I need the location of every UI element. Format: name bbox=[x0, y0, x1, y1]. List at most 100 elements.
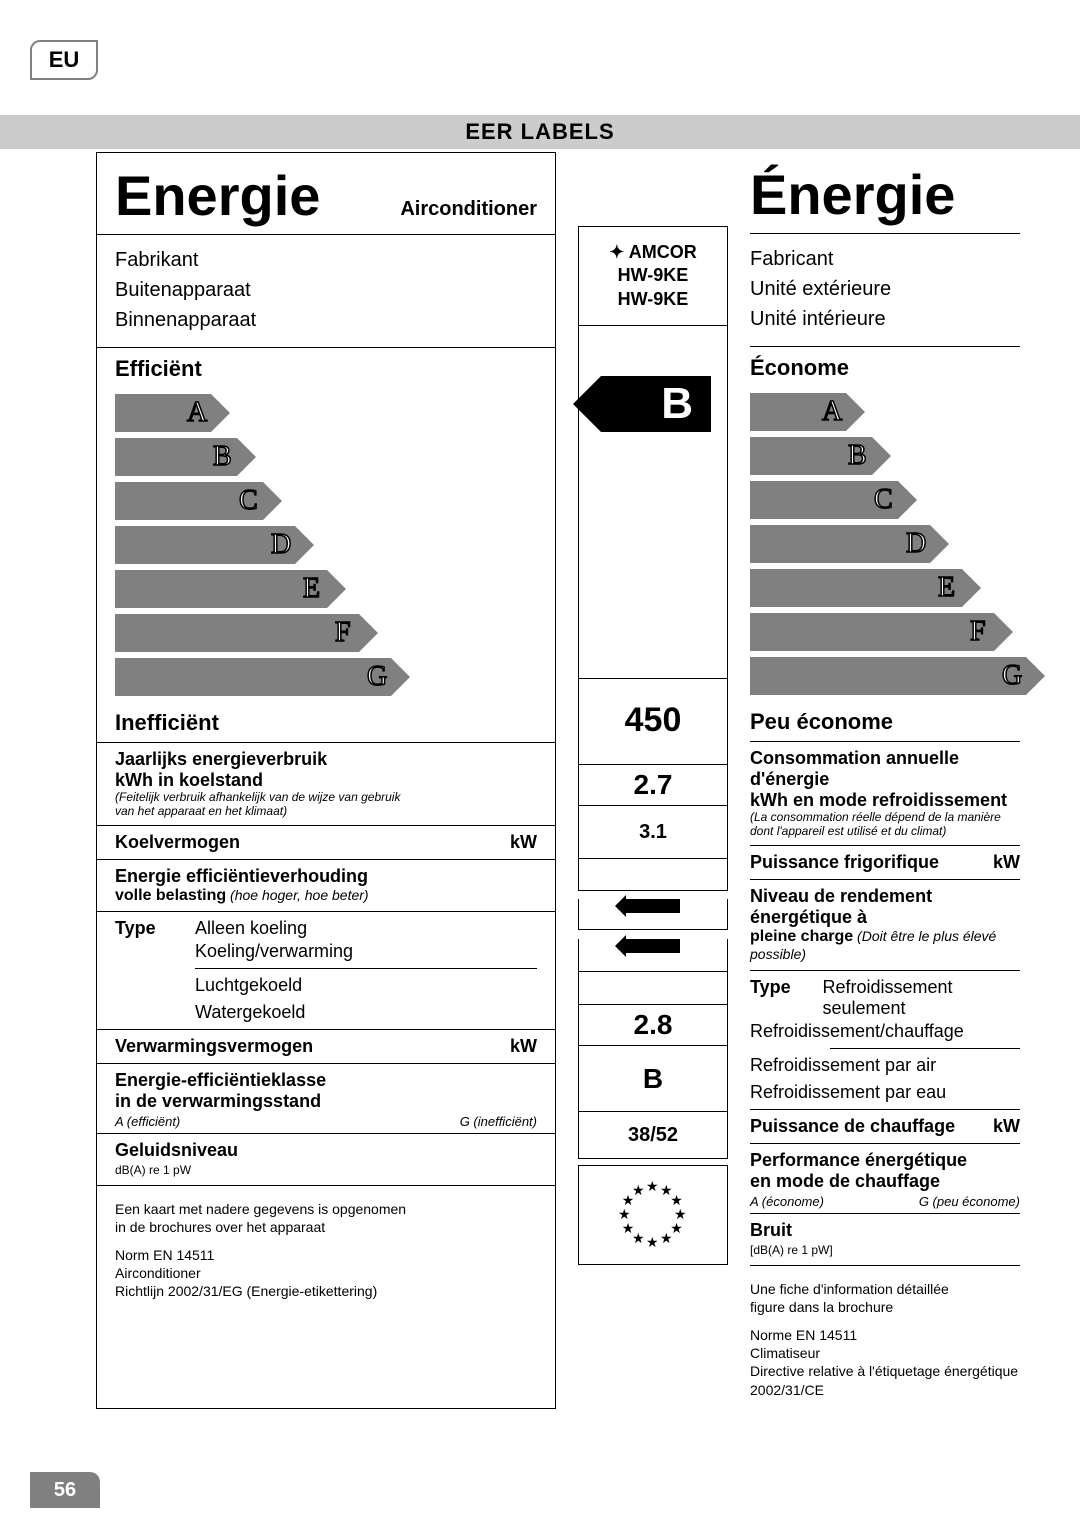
foot2a-left: Norm EN 14511 bbox=[115, 1247, 214, 1263]
manufacturer-label-left: Fabrikant bbox=[115, 245, 537, 275]
efficiency-arrow-B: B bbox=[750, 437, 1020, 475]
scale-a-right: A (économe) bbox=[750, 1194, 824, 1209]
eer-line1-right: Niveau de rendement énergétique à bbox=[750, 886, 1020, 928]
heatclass-line2-left: in de verwarmingsstand bbox=[115, 1091, 537, 1112]
foot2c-left: Richtlijn 2002/31/EG (Energie-etiketteri… bbox=[115, 1283, 377, 1299]
cooling-power-label-right: Puissance frigorifique bbox=[750, 852, 939, 873]
efficiency-arrow-D: D bbox=[115, 526, 537, 564]
type-label-right: Type bbox=[750, 977, 822, 1019]
efficient-caption-left: Efficiënt bbox=[97, 348, 555, 388]
energy-label: Energie Airconditioner Fabrikant Buitena… bbox=[96, 152, 1020, 1409]
type-opt4-right: Refroidissement par eau bbox=[750, 1082, 1020, 1109]
brand-logo: ✦ AMCOR bbox=[583, 241, 723, 264]
inefficient-caption-right: Peu économe bbox=[750, 701, 1020, 741]
noise-label-left: Geluidsniveau bbox=[115, 1140, 537, 1161]
annual-note1-left: (Feitelijk verbruik afhankelijk van de w… bbox=[115, 791, 537, 805]
annual-note2-right: dont l'appareil est utilisé et du climat… bbox=[750, 825, 1020, 839]
foot1a-left: Een kaart met nadere gegevens is opgenom… bbox=[115, 1201, 406, 1217]
annual-consumption-sub-left: kWh in koelstand bbox=[115, 770, 537, 791]
outdoor-unit-label-right: Unité extérieure bbox=[750, 274, 1020, 304]
product-type-left: Airconditioner bbox=[400, 198, 537, 221]
efficiency-arrow-F: F bbox=[115, 614, 537, 652]
efficiency-arrow-D: D bbox=[750, 525, 1020, 563]
efficiency-arrows-left: ABCDEFG bbox=[97, 388, 555, 702]
foot2c-right: Directive relative à l'étiquetage énergé… bbox=[750, 1363, 1018, 1397]
efficiency-arrow-C: C bbox=[115, 482, 537, 520]
type-opt3-right: Refroidissement par air bbox=[750, 1049, 1020, 1082]
type-opt2-left: Koeling/verwarming bbox=[97, 941, 555, 968]
efficiency-arrow-A: A bbox=[115, 394, 537, 432]
model-outdoor: HW-9KE bbox=[583, 264, 723, 287]
cooling-power-label-left: Koelvermogen bbox=[115, 832, 240, 853]
efficiency-arrow-C: C bbox=[750, 481, 1020, 519]
efficiency-arrow-G: G bbox=[115, 658, 537, 696]
foot2b-left: Airconditioner bbox=[115, 1265, 201, 1281]
rating-letter: B bbox=[661, 379, 693, 429]
eer-line2a-right: pleine charge bbox=[750, 928, 853, 945]
foot2b-right: Climatiseur bbox=[750, 1345, 820, 1361]
heatclass-line2-right: en mode de chauffage bbox=[750, 1171, 1020, 1192]
noise-unit-left: dB(A) re 1 pW bbox=[97, 1163, 555, 1185]
annual-note1-right: (La consommation réelle dépend de la man… bbox=[750, 811, 1020, 825]
efficiency-arrow-F: F bbox=[750, 613, 1020, 651]
foot1a-right: Une fiche d'information détaillée bbox=[750, 1281, 949, 1297]
section-title: EER LABELS bbox=[0, 115, 1080, 149]
type-opt4-left: Watergekoeld bbox=[97, 1002, 555, 1029]
energy-title-right: Énergie bbox=[750, 162, 955, 227]
annual-consumption-title-left: Jaarlijks energieverbruik bbox=[115, 749, 537, 770]
label-right-column: Énergie Fabricant Unité extérieure Unité… bbox=[750, 152, 1020, 1409]
eer-value: 3.1 bbox=[578, 806, 728, 859]
eer-line2a-left: volle belasting bbox=[115, 887, 226, 904]
unit-kw-right-1: kW bbox=[993, 852, 1020, 873]
type-indicator-1 bbox=[578, 899, 728, 930]
heating-power-label-left: Verwarmingsvermogen bbox=[115, 1036, 313, 1057]
scale-a-left: A (efficiënt) bbox=[115, 1114, 180, 1129]
type-indicator-2 bbox=[578, 939, 728, 972]
model-indoor: HW-9KE bbox=[583, 288, 723, 311]
scale-g-right: G (peu économe) bbox=[919, 1194, 1020, 1209]
foot1b-left: in de brochures over het apparaat bbox=[115, 1219, 325, 1235]
region-badge: EU bbox=[30, 40, 98, 80]
eer-line1-left: Energie efficiëntieverhouding bbox=[115, 866, 537, 887]
type-opt2-right: Refroidissement/chauffage bbox=[750, 1021, 1020, 1048]
annual-consumption-title-right: Consommation annuelle d'énergie bbox=[750, 748, 1020, 790]
foot1b-right: figure dans la brochure bbox=[750, 1299, 893, 1315]
efficiency-arrow-E: E bbox=[115, 570, 537, 608]
unit-kw-right-2: kW bbox=[993, 1116, 1020, 1137]
noise-label-right: Bruit bbox=[750, 1220, 1020, 1241]
energy-title-left: Energie bbox=[115, 163, 320, 228]
eer-line2b-left: (hoe hoger, hoe beter) bbox=[226, 887, 368, 903]
indoor-unit-label-right: Unité intérieure bbox=[750, 304, 1020, 334]
efficiency-arrow-E: E bbox=[750, 569, 1020, 607]
heating-power-label-right: Puissance de chauffage bbox=[750, 1116, 955, 1137]
noise-unit-right: [dB(A) re 1 pW] bbox=[750, 1243, 1020, 1265]
scale-g-left: G (inefficiënt) bbox=[460, 1114, 537, 1129]
cooling-kw-value: 2.7 bbox=[578, 765, 728, 806]
type-label-left: Type bbox=[115, 918, 195, 939]
annual-consumption-sub-right: kWh en mode refroidissement bbox=[750, 790, 1020, 811]
indoor-unit-label-left: Binnenapparaat bbox=[115, 305, 537, 335]
annual-kwh-value: 450 bbox=[578, 679, 728, 765]
label-left-column: Energie Airconditioner Fabrikant Buitena… bbox=[96, 152, 556, 1409]
efficiency-arrow-B: B bbox=[115, 438, 537, 476]
efficiency-arrow-G: G bbox=[750, 657, 1020, 695]
unit-kw-left-1: kW bbox=[510, 832, 537, 853]
outdoor-unit-label-left: Buitenapparaat bbox=[115, 275, 537, 305]
type-opt3-left: Luchtgekoeld bbox=[97, 969, 555, 1002]
manufacturer-label-right: Fabricant bbox=[750, 244, 1020, 274]
label-middle-column: ✦ AMCOR HW-9KE HW-9KE B 450 2.7 3.1 2.8 … bbox=[578, 152, 728, 1409]
page-number: 56 bbox=[30, 1472, 100, 1508]
heating-kw-value: 2.8 bbox=[578, 1005, 728, 1046]
rating-arrow: B bbox=[601, 376, 711, 432]
foot2a-right: Norme EN 14511 bbox=[750, 1327, 857, 1343]
eu-flag-icon: ★★★★★★★★★★★★ bbox=[578, 1165, 728, 1265]
type-blank-1 bbox=[578, 859, 728, 891]
type-blank-2 bbox=[578, 972, 728, 1005]
efficiency-arrows-right: ABCDEFG bbox=[750, 387, 1020, 701]
efficient-caption-right: Économe bbox=[750, 347, 1020, 387]
efficiency-arrow-A: A bbox=[750, 393, 1020, 431]
annual-note2-left: van het apparaat en het klimaat) bbox=[115, 805, 537, 819]
noise-value: 38/52 bbox=[578, 1112, 728, 1159]
unit-kw-left-2: kW bbox=[510, 1036, 537, 1057]
inefficient-caption-left: Inefficiënt bbox=[97, 702, 555, 742]
